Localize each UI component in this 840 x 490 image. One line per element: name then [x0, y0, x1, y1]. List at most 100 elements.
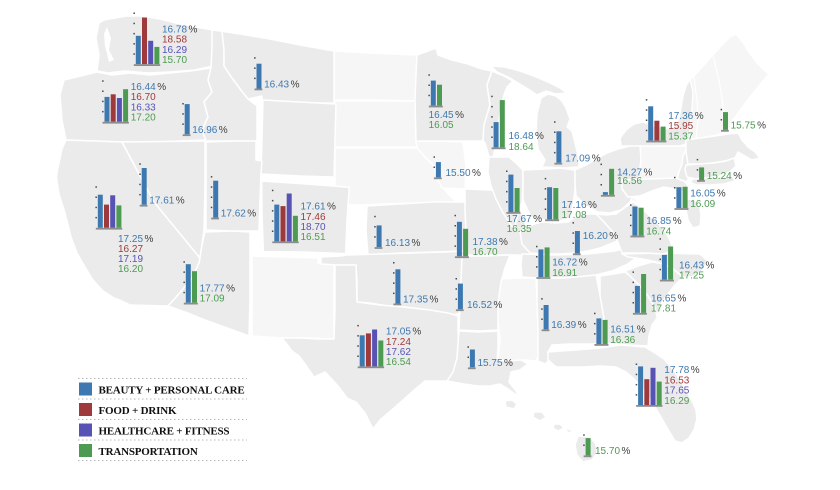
- svg-text:%: %: [504, 358, 513, 369]
- svg-text:FOOD + DRINK: FOOD + DRINK: [99, 405, 177, 417]
- svg-text:16.35: 16.35: [507, 224, 532, 235]
- svg-text:17.38: 17.38: [473, 237, 498, 248]
- svg-text:%: %: [430, 294, 439, 305]
- svg-text:16.36: 16.36: [610, 335, 635, 346]
- svg-text:17.16: 17.16: [562, 200, 587, 211]
- svg-text:16.52: 16.52: [467, 300, 492, 311]
- svg-text:16.91: 16.91: [552, 268, 577, 279]
- svg-text:%: %: [455, 110, 464, 121]
- svg-text:17.05: 17.05: [386, 327, 411, 338]
- svg-text:%: %: [412, 327, 421, 338]
- svg-text:%: %: [499, 237, 508, 248]
- svg-text:16.45: 16.45: [429, 110, 454, 121]
- svg-text:16.39: 16.39: [551, 320, 576, 331]
- svg-text:16.29: 16.29: [162, 45, 187, 56]
- svg-text:16.51: 16.51: [610, 325, 635, 336]
- svg-text:%: %: [579, 258, 588, 269]
- svg-text:16.85: 16.85: [646, 216, 671, 227]
- svg-text:%: %: [678, 294, 687, 305]
- svg-text:15.70: 15.70: [162, 55, 187, 66]
- svg-text:%: %: [412, 238, 421, 249]
- svg-text:17.35: 17.35: [403, 294, 428, 305]
- svg-text:17.65: 17.65: [664, 386, 689, 397]
- svg-text:%: %: [145, 234, 154, 245]
- svg-text:16.05: 16.05: [690, 189, 715, 200]
- svg-text:17.78: 17.78: [664, 365, 689, 376]
- svg-text:14.27: 14.27: [617, 167, 642, 178]
- svg-text:%: %: [644, 167, 653, 178]
- svg-text:%: %: [706, 260, 715, 271]
- svg-text:16.44: 16.44: [131, 82, 156, 93]
- svg-text:17.62: 17.62: [221, 208, 246, 219]
- svg-text:%: %: [695, 111, 704, 122]
- svg-text:16.20: 16.20: [118, 264, 143, 275]
- svg-text:17.67: 17.67: [507, 214, 532, 225]
- svg-text:16.29: 16.29: [664, 396, 689, 407]
- svg-text:18.64: 18.64: [509, 142, 534, 153]
- svg-text:15.37: 15.37: [668, 131, 693, 142]
- svg-text:17.61: 17.61: [301, 202, 326, 213]
- svg-text:17.46: 17.46: [301, 212, 326, 223]
- svg-text:%: %: [673, 216, 682, 227]
- svg-text:16.78: 16.78: [162, 24, 187, 35]
- svg-text:16.33: 16.33: [131, 102, 156, 113]
- svg-text:18.70: 18.70: [301, 222, 326, 233]
- svg-text:HEALTHCARE + FITNESS: HEALTHCARE + FITNESS: [99, 426, 230, 438]
- svg-text:16.09: 16.09: [690, 199, 715, 210]
- svg-text:%: %: [717, 189, 726, 200]
- svg-text:17.19: 17.19: [118, 254, 143, 265]
- svg-text:17.08: 17.08: [562, 210, 587, 221]
- svg-text:TRANSPORTATION: TRANSPORTATION: [99, 446, 198, 458]
- svg-text:17.36: 17.36: [668, 111, 693, 122]
- svg-text:16.43: 16.43: [679, 260, 704, 271]
- svg-text:%: %: [609, 231, 618, 242]
- svg-text:%: %: [327, 202, 336, 213]
- svg-text:17.62: 17.62: [386, 347, 411, 358]
- svg-text:%: %: [588, 200, 597, 211]
- svg-text:%: %: [494, 300, 503, 311]
- svg-text:15.70: 15.70: [595, 446, 620, 457]
- svg-text:17.09: 17.09: [200, 294, 225, 305]
- svg-text:%: %: [535, 131, 544, 142]
- svg-text:16.56: 16.56: [617, 176, 642, 187]
- svg-text:17.25: 17.25: [679, 271, 704, 282]
- svg-text:15.75: 15.75: [478, 358, 503, 369]
- svg-text:%: %: [226, 283, 235, 294]
- svg-text:%: %: [176, 196, 185, 207]
- svg-text:%: %: [157, 82, 166, 93]
- svg-text:%: %: [533, 214, 542, 225]
- svg-text:%: %: [472, 168, 481, 179]
- svg-text:15.75: 15.75: [731, 121, 756, 132]
- svg-text:%: %: [189, 24, 198, 35]
- svg-text:15.24: 15.24: [707, 171, 732, 182]
- svg-text:16.27: 16.27: [118, 244, 143, 255]
- svg-text:16.43: 16.43: [264, 79, 289, 90]
- svg-text:17.09: 17.09: [565, 154, 590, 165]
- svg-text:16.96: 16.96: [192, 125, 217, 136]
- svg-text:%: %: [578, 320, 587, 331]
- svg-text:%: %: [592, 154, 601, 165]
- svg-text:16.53: 16.53: [664, 375, 689, 386]
- svg-text:%: %: [622, 446, 631, 457]
- svg-text:17.20: 17.20: [131, 113, 156, 124]
- svg-text:%: %: [691, 365, 700, 376]
- svg-text:%: %: [637, 325, 646, 336]
- svg-text:%: %: [219, 125, 228, 136]
- svg-text:16.05: 16.05: [429, 120, 454, 131]
- svg-text:%: %: [247, 208, 256, 219]
- svg-text:16.20: 16.20: [583, 231, 608, 242]
- svg-text:17.24: 17.24: [386, 337, 411, 348]
- svg-text:BEAUTY + PERSONAL CARE: BEAUTY + PERSONAL CARE: [99, 385, 245, 397]
- svg-text:16.65: 16.65: [651, 294, 676, 305]
- svg-text:16.70: 16.70: [473, 247, 498, 258]
- svg-text:17.61: 17.61: [149, 196, 174, 207]
- svg-text:%: %: [733, 171, 742, 182]
- svg-text:16.48: 16.48: [509, 131, 534, 142]
- svg-text:%: %: [291, 79, 300, 90]
- svg-text:%: %: [757, 121, 766, 132]
- svg-text:17.81: 17.81: [651, 304, 676, 315]
- svg-text:15.50: 15.50: [446, 168, 471, 179]
- svg-text:16.70: 16.70: [131, 92, 156, 103]
- svg-text:15.95: 15.95: [668, 121, 693, 132]
- svg-text:16.54: 16.54: [386, 357, 411, 368]
